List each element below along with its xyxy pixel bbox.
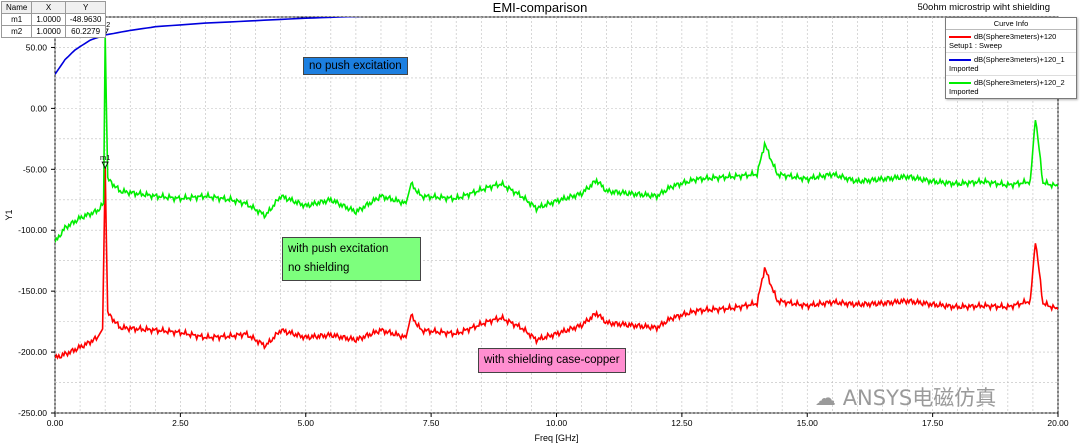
y-tick-label: -150.00 — [18, 286, 47, 296]
legend-label: dB(Sphere3meters)+120_1 — [974, 55, 1065, 64]
marker-table: Name X Y m1 1.0000 -48.9630 m2 1.0000 60… — [0, 1, 107, 38]
annotation-shielding-copper: with shielding case-copper — [478, 348, 626, 373]
marker-cell: 60.2279 — [64, 25, 107, 38]
marker-row-m2: m2 1.0000 60.2279 — [0, 25, 107, 38]
chart-subtitle: 50ohm microstrip wiht shielding — [917, 2, 1050, 13]
curve-info-title: Curve Info — [946, 18, 1076, 30]
marker-table-header: Name X Y — [0, 1, 107, 14]
legend-item-green[interactable]: dB(Sphere3meters)+120_2 Imported — [946, 76, 1076, 98]
marker-label-m1: m1 — [100, 153, 110, 162]
x-tick-label: 20.00 — [1047, 418, 1069, 428]
legend-item-blue[interactable]: dB(Sphere3meters)+120_1 Imported — [946, 53, 1076, 76]
legend-source: Imported — [949, 64, 979, 73]
y-tick-label: -250.00 — [18, 408, 47, 418]
series-green-line — [55, 34, 1058, 243]
y-tick-label: -50.00 — [23, 164, 47, 174]
marker-m1 — [101, 161, 109, 169]
marker-cell: m1 — [0, 13, 33, 26]
annotation-push-no-shielding: with push excitation no shielding — [282, 237, 421, 281]
marker-cell: -48.9630 — [64, 13, 107, 26]
watermark: ☁ ANSYS电磁仿真 — [815, 382, 996, 412]
y-tick-label: -200.00 — [18, 347, 47, 357]
x-tick-label: 2.50 — [172, 418, 189, 428]
y-axis-label: Y1 — [4, 209, 14, 220]
legend-source: Imported — [949, 87, 979, 96]
marker-cell: m2 — [0, 25, 33, 38]
curve-info-legend[interactable]: Curve Info dB(Sphere3meters)+120 Setup1 … — [945, 17, 1077, 99]
y-tick-label: 50.00 — [26, 42, 48, 52]
x-tick-label: 7.50 — [423, 418, 440, 428]
legend-label: dB(Sphere3meters)+120 — [974, 32, 1057, 41]
marker-cell: 1.0000 — [31, 13, 66, 26]
marker-header-name: Name — [0, 1, 33, 14]
legend-source: Setup1 : Sweep — [949, 41, 1002, 50]
legend-label: dB(Sphere3meters)+120_2 — [974, 78, 1065, 87]
chart-title: EMI-comparison — [492, 0, 588, 15]
legend-swatch-green — [949, 82, 971, 85]
x-tick-label: 12.50 — [671, 418, 693, 428]
marker-row-m1: m1 1.0000 -48.9630 — [0, 13, 107, 26]
legend-swatch-blue — [949, 59, 971, 62]
x-tick-label: 0.00 — [47, 418, 64, 428]
marker-cell: 1.0000 — [31, 25, 66, 38]
y-tick-label: -100.00 — [18, 225, 47, 235]
marker-header-y: Y — [64, 1, 107, 14]
wechat-icon: ☁ — [815, 386, 836, 410]
watermark-text: ANSYS电磁仿真 — [842, 386, 997, 410]
legend-swatch-red — [949, 36, 971, 39]
x-axis-label: Freq [GHz] — [534, 433, 578, 443]
series-blue-line — [55, 17, 365, 75]
x-tick-label: 5.00 — [297, 418, 314, 428]
marker-header-x: X — [31, 1, 66, 14]
x-tick-label: 15.00 — [797, 418, 819, 428]
annotation-no-push: no push excitation — [303, 57, 408, 75]
x-tick-label: 17.50 — [922, 418, 944, 428]
x-tick-label: 10.00 — [546, 418, 568, 428]
legend-item-red[interactable]: dB(Sphere3meters)+120 Setup1 : Sweep — [946, 30, 1076, 53]
series-red-line — [55, 167, 1058, 360]
y-tick-label: 0.00 — [30, 103, 47, 113]
annotation-line: no shielding — [288, 262, 350, 274]
annotation-line: with push excitation — [288, 243, 389, 255]
